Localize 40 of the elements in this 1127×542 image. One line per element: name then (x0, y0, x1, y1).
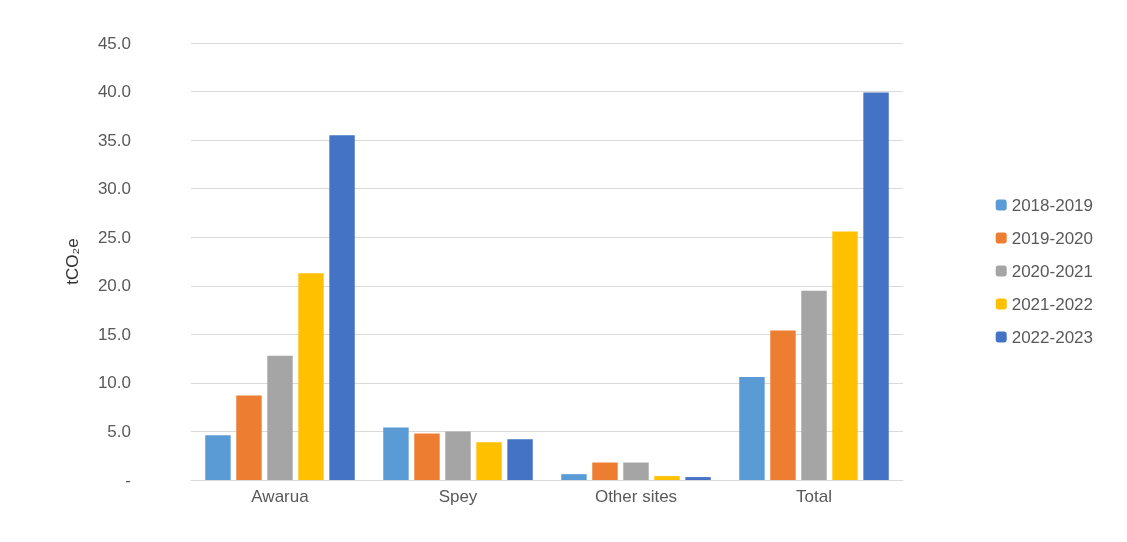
bar (298, 273, 324, 480)
x-tick-label: Spey (438, 487, 478, 506)
bar (832, 231, 858, 480)
legend-label: 2019-2020 (1011, 228, 1094, 248)
bar (414, 433, 440, 480)
y-tick-label: 5.0 (107, 421, 131, 441)
y-tick-label: 45.0 (97, 33, 131, 53)
bar (623, 462, 649, 480)
bar (685, 477, 711, 480)
legend-label: 2020-2021 (1011, 261, 1094, 281)
y-tick-label: - (125, 470, 131, 490)
x-tick-label: Total (796, 487, 832, 506)
legend-label: 2022-2023 (1011, 327, 1094, 347)
legend-label: 2018-2019 (1011, 195, 1094, 215)
bar (205, 435, 231, 480)
bar (383, 427, 409, 480)
y-tick-label: 35.0 (97, 130, 131, 150)
legend-label: 2021-2022 (1011, 294, 1094, 314)
y-tick-label: 15.0 (97, 324, 131, 344)
bar (236, 395, 262, 480)
bar (863, 92, 889, 480)
y-tick-label: 25.0 (97, 227, 131, 247)
x-tick-label: Awarua (251, 487, 310, 506)
bar (507, 439, 533, 480)
y-tick-label: 10.0 (97, 373, 131, 393)
bar (476, 442, 502, 480)
bar (739, 377, 765, 480)
bar (592, 462, 618, 480)
bar (561, 474, 587, 480)
bar (445, 431, 471, 480)
y-tick-label: 30.0 (97, 179, 131, 199)
y-tick-label: 40.0 (97, 82, 131, 102)
y-tick-label: 20.0 (97, 276, 131, 296)
bar (267, 355, 293, 480)
y-axis-title: tCO₂e (63, 238, 82, 285)
bar (654, 476, 680, 480)
bar (801, 290, 827, 480)
bar (770, 330, 796, 480)
bar (329, 135, 355, 480)
x-tick-label: Other sites (594, 487, 678, 506)
